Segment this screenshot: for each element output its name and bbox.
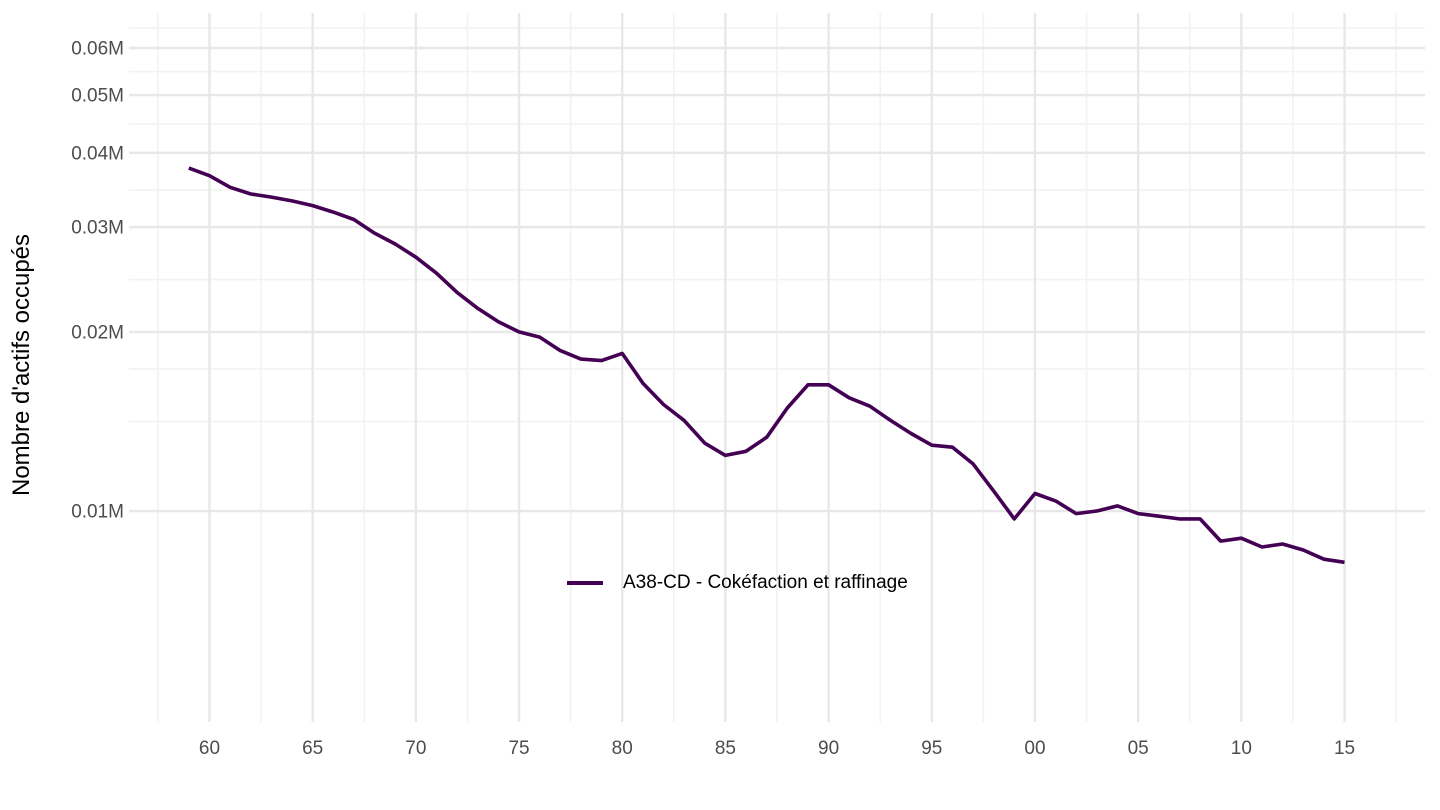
x-tick-label: 65 xyxy=(302,738,323,759)
y-tick-label: 0.02M xyxy=(71,322,124,343)
x-tick-label: 15 xyxy=(1334,738,1355,759)
y-tick-label: 0.06M xyxy=(71,38,124,59)
x-tick-label: 90 xyxy=(818,738,839,759)
x-tick-label: 00 xyxy=(1024,738,1045,759)
x-tick-label: 60 xyxy=(199,738,220,759)
x-tick-label: 75 xyxy=(508,738,529,759)
x-tick-label: 95 xyxy=(921,738,942,759)
x-tick-label: 70 xyxy=(405,738,426,759)
legend-label: A38-CD - Cokéfaction et raffinage xyxy=(623,572,908,593)
y-tick-label: 0.01M xyxy=(71,502,124,523)
x-tick-label: 80 xyxy=(612,738,633,759)
y-tick-label: 0.04M xyxy=(71,143,124,164)
legend: A38-CD - Cokéfaction et raffinage xyxy=(567,570,908,596)
legend-line-key xyxy=(567,581,603,585)
data-line xyxy=(188,166,1345,565)
x-tick-label: 10 xyxy=(1231,738,1252,759)
y-tick-label: 0.03M xyxy=(71,218,124,239)
x-tick-label: 85 xyxy=(715,738,736,759)
x-tick-label: 05 xyxy=(1128,738,1149,759)
y-tick-label: 0.05M xyxy=(71,86,124,107)
